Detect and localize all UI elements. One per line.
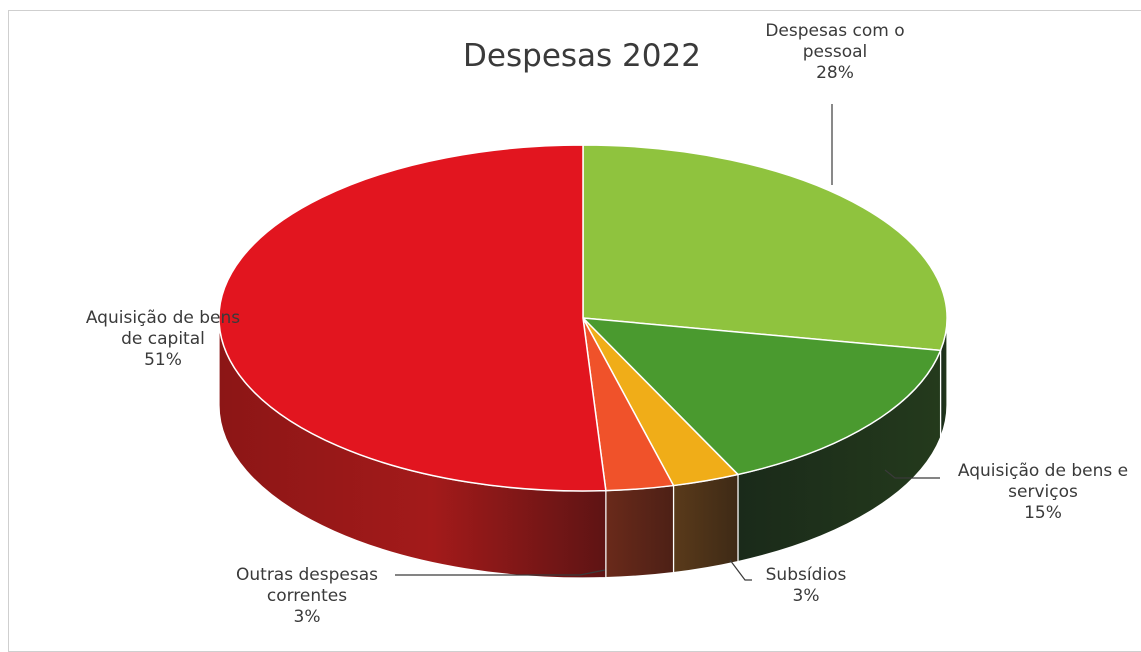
slice-label-aquisi-o-de-bens-de-capital: Aquisição de bens bbox=[86, 308, 240, 328]
leader-line bbox=[395, 569, 606, 576]
slice-label-aquisi-o-de-bens-e-servi-os: 15% bbox=[1024, 503, 1062, 523]
slice-label-despesas-com-o-pessoal: pessoal bbox=[803, 42, 868, 62]
slice-label-subs-dios: 3% bbox=[793, 586, 820, 606]
slice-label-despesas-com-o-pessoal: Despesas com o bbox=[765, 21, 904, 41]
slice-label-despesas-com-o-pessoal: 28% bbox=[816, 63, 854, 83]
slice-label-aquisi-o-de-bens-de-capital: de capital bbox=[121, 329, 205, 349]
pie-side-subs-dios bbox=[672, 473, 739, 574]
leader-line bbox=[729, 559, 752, 581]
leader-lines bbox=[395, 104, 940, 581]
pie-side-outras-despesas-correntes bbox=[605, 484, 675, 579]
pie-slices bbox=[218, 144, 948, 492]
slice-label-outras-despesas-correntes: correntes bbox=[267, 586, 347, 606]
pie-slice-aquisi-o-de-bens-de-capital bbox=[218, 144, 607, 492]
pie-sides bbox=[218, 317, 948, 579]
slice-label-aquisi-o-de-bens-e-servi-os: Aquisição de bens e bbox=[958, 461, 1128, 481]
slice-label-aquisi-o-de-bens-de-capital: 51% bbox=[144, 350, 182, 370]
slice-label-outras-despesas-correntes: 3% bbox=[294, 607, 321, 627]
pie-slice-despesas-com-o-pessoal bbox=[582, 144, 948, 352]
leader-line bbox=[884, 469, 940, 479]
slice-label-outras-despesas-correntes: Outras despesas bbox=[236, 565, 378, 585]
slice-label-subs-dios: Subsídios bbox=[766, 565, 847, 585]
chart-title: Despesas 2022 bbox=[463, 38, 701, 74]
slice-label-aquisi-o-de-bens-e-servi-os: serviços bbox=[1008, 482, 1078, 502]
pie-slice-aquisi-o-de-bens-e-servi-os bbox=[582, 317, 942, 476]
